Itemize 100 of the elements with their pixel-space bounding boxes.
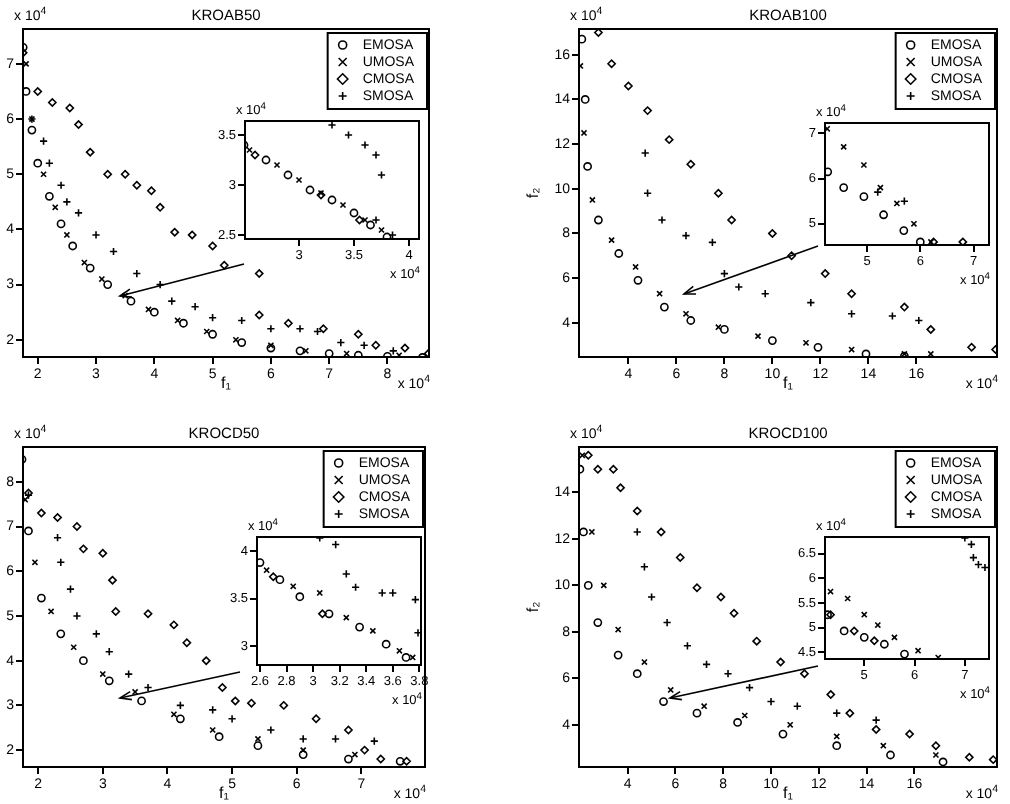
point [833,733,841,740]
point [879,210,888,220]
point [254,735,262,743]
point [778,729,788,739]
point [187,230,197,240]
point [132,180,142,190]
point [891,634,898,641]
point [74,120,83,129]
point [859,192,869,202]
point [402,756,412,766]
point [827,588,834,595]
point [768,336,777,345]
point [70,643,78,651]
point [656,527,666,537]
point [289,582,297,590]
point [607,59,616,69]
point [871,725,881,734]
point [342,614,350,621]
point [787,251,796,261]
point [175,714,185,724]
point [103,169,113,179]
point [826,690,836,699]
point [268,572,278,582]
point [593,464,603,474]
point [849,626,859,636]
point [24,526,33,536]
point [660,302,669,312]
point [371,340,381,350]
point [860,611,868,619]
point [126,296,136,306]
point [932,751,940,759]
point [283,170,293,180]
point [720,325,729,334]
point [716,592,726,602]
point [318,324,328,334]
point [656,290,663,298]
point [47,98,57,107]
point [254,269,264,278]
point [98,275,106,283]
point [179,318,188,328]
point [344,754,353,764]
point [594,215,603,225]
point [33,158,43,168]
point [714,188,723,198]
point [826,610,835,620]
point [146,186,156,196]
point [295,346,305,356]
point [401,653,411,662]
point [926,325,936,334]
point [613,650,623,660]
x-axis-title: f₁ [221,374,232,392]
point [99,670,107,678]
point [237,338,247,347]
point [275,575,285,585]
point [376,754,386,764]
point [845,708,855,718]
point [786,721,794,729]
point [580,95,590,104]
point [68,241,78,251]
point [869,636,879,646]
point [295,176,303,184]
point [879,742,887,750]
point [253,741,263,751]
point [120,169,130,179]
point [250,150,260,160]
point [659,697,668,706]
point [65,103,75,113]
point [800,669,809,679]
point [859,632,869,642]
point [608,464,618,474]
point [27,125,37,135]
point [339,201,347,209]
point [261,155,271,165]
point [369,627,377,635]
point [145,306,152,313]
point [614,249,624,258]
point [327,195,337,205]
point [56,219,66,229]
point [53,513,62,522]
point [283,318,293,328]
point [98,548,108,558]
point [754,332,762,340]
point [579,527,588,537]
point [201,656,211,666]
point [230,696,240,706]
x-axis-title: f₁ [783,784,794,802]
point [33,87,43,96]
point [298,750,308,759]
point [910,220,918,228]
point [733,718,742,727]
point [632,669,642,679]
point [900,649,909,659]
point [305,185,315,195]
point [108,575,117,585]
point [686,316,696,325]
point [79,656,88,666]
y-axis-title: f₂ [524,187,542,199]
point [848,346,855,353]
point [344,725,353,735]
point [900,302,909,312]
